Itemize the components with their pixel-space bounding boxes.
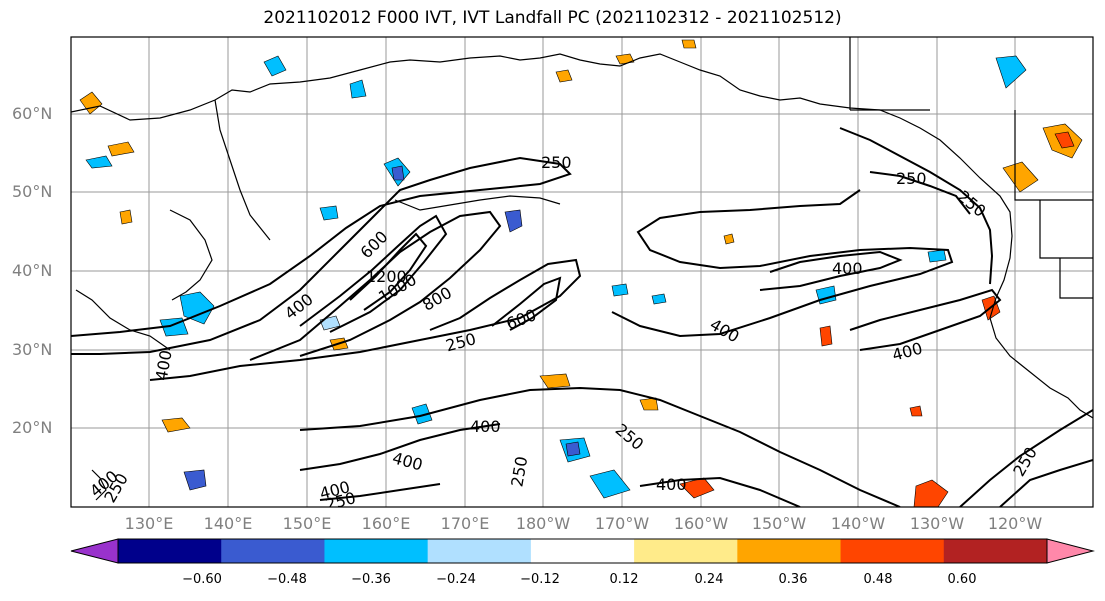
colorbar-swatch [221,539,325,563]
gridlines [71,37,1093,507]
longitude-label: 180°W [515,514,571,533]
colorbar-swatch [427,539,532,563]
colorbar-tick-label: 0.60 [947,572,977,587]
colorbar-tick-label: −0.48 [267,572,307,587]
longitude-label: 140°W [830,514,886,533]
longitude-label: 130°E [124,514,174,533]
contour-label: 250 [896,169,927,188]
colorbar-swatch [943,539,1048,563]
colorbar-tick-label: −0.24 [436,572,476,587]
longitude-label: 150°W [751,514,807,533]
coastlines [71,37,1093,501]
latitude-label-60n: 60°N [12,104,53,123]
colorbar-swatch [737,539,842,563]
colorbar-tick-label: 0.48 [863,572,893,587]
latitude-label-50n: 50°N [12,182,53,201]
latitude-label-30n: 30°N [12,340,53,359]
longitude-label: 160°W [673,514,729,533]
colorbar-tick-label: 0.12 [609,572,639,587]
longitude-label: 170°E [440,514,490,533]
latitude-label-20n: 20°N [12,418,53,437]
colorbar-swatch [324,539,429,563]
contour-label: 400 [832,259,863,278]
ivt-contours [71,127,1093,507]
colorbar-outline [117,538,1048,564]
colorbar-tick-label: 0.36 [778,572,808,587]
longitude-label: 160°E [361,514,411,533]
colorbar-swatch [634,539,738,563]
colorbar-tick-label: −0.12 [520,572,560,587]
longitude-label: 120°W [987,514,1043,533]
contour-label: 250 [323,488,357,514]
colorbar [70,538,1095,564]
longitude-label: 130°W [909,514,965,533]
colorbar-swatch [118,539,222,563]
longitude-label: 170°W [594,514,650,533]
colorbar-over-arrow [1046,538,1095,564]
contour-label: 400 [470,417,501,436]
longitude-label: 150°E [282,514,332,533]
contour-label: 400 [656,475,687,494]
colorbar-tick-label: 0.24 [694,572,724,587]
colorbar-tick-label: −0.36 [351,572,391,587]
map-title: 2021102012 F000 IVT, IVT Landfall PC (20… [263,8,842,28]
colorbar-swatch [530,539,635,563]
colorbar-under-arrow [70,538,119,564]
colorbar-swatch [840,539,945,563]
map-frame-border [70,36,1094,508]
longitude-label: 140°E [203,514,253,533]
colorbar-tick-label: −0.60 [182,572,222,587]
map-frame-background [71,37,1093,507]
latitude-label-40n: 40°N [12,261,53,280]
contour-label: 1200 [366,267,407,286]
contour-label: 250 [541,153,572,172]
